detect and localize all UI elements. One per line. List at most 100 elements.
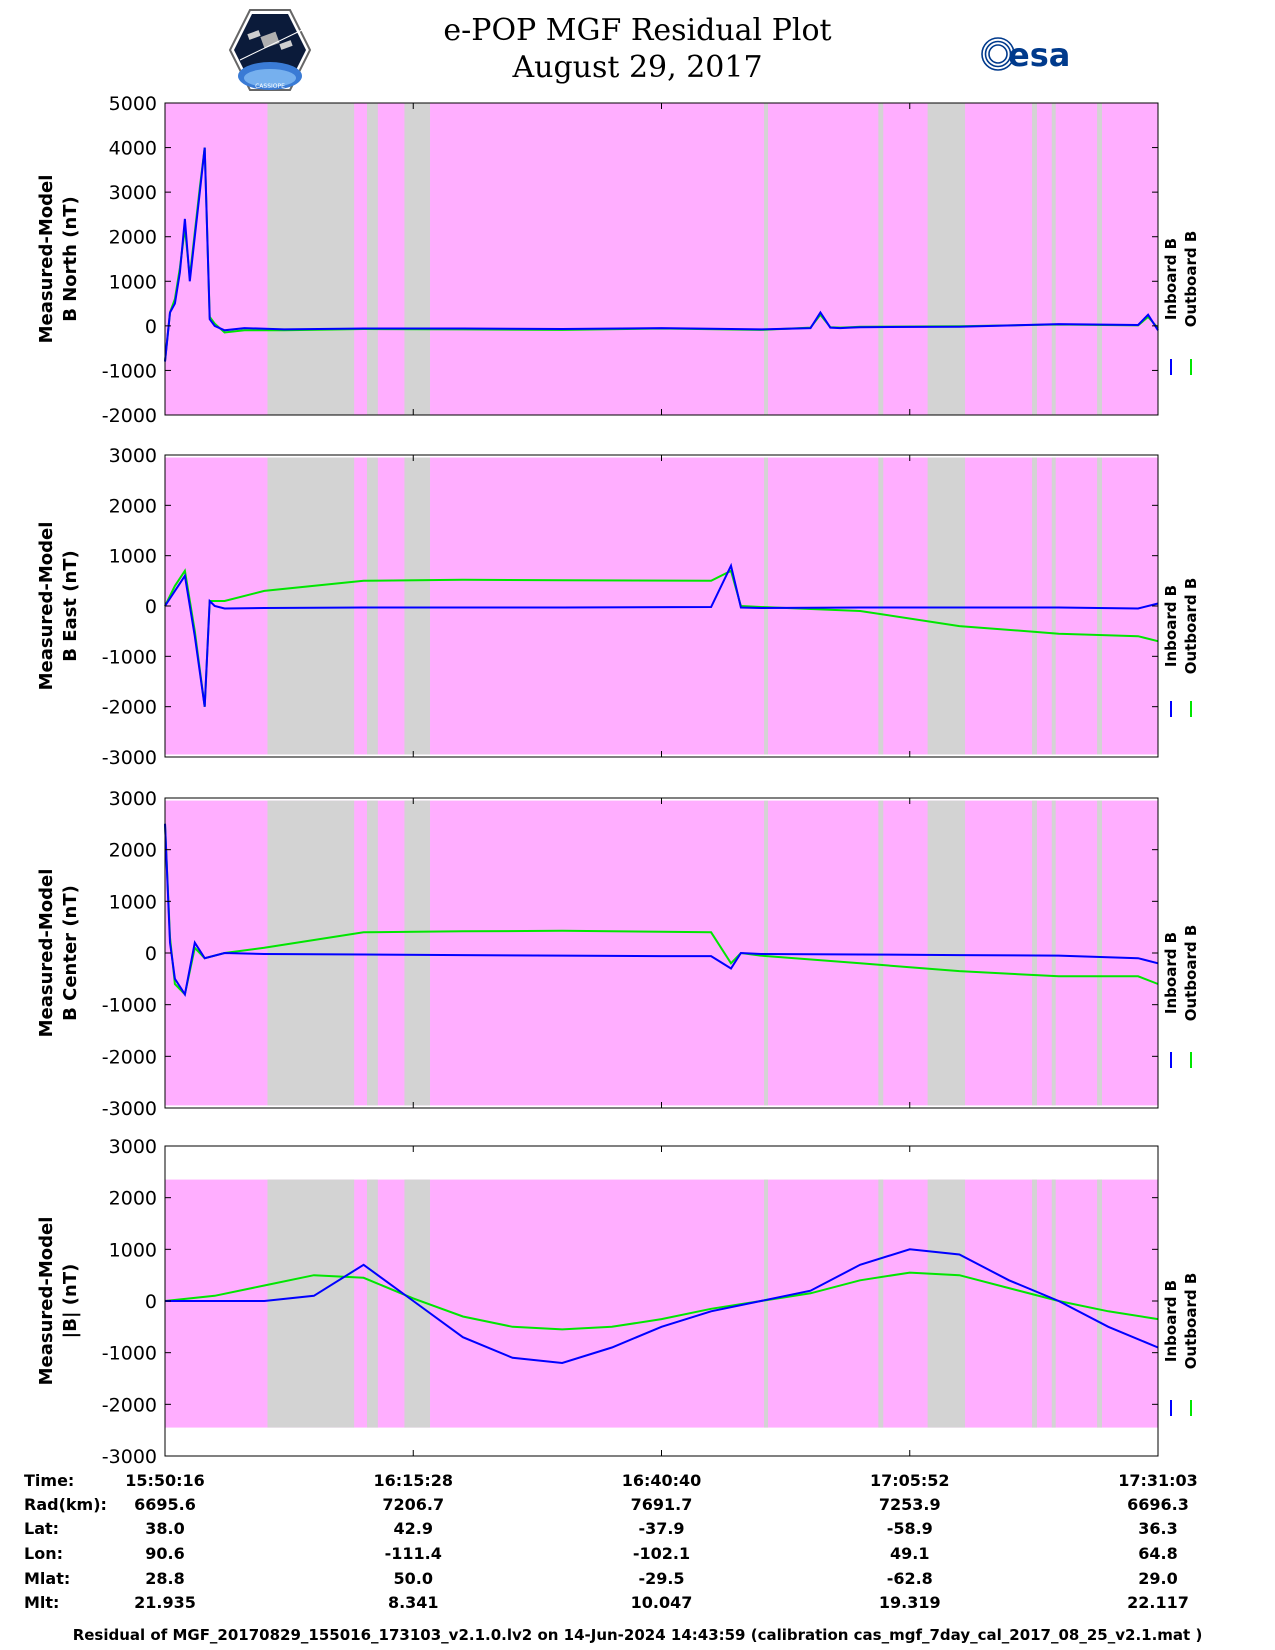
- data-gap-region: [404, 457, 431, 755]
- y-tick-label: -1000: [102, 360, 157, 382]
- data-gap-region: [366, 457, 378, 755]
- y-tick-label: 0: [145, 1291, 157, 1313]
- inboard-b-series: [165, 1248, 1159, 1365]
- ephemeris-value: 49.1: [890, 1544, 929, 1563]
- data-gap-region: [764, 800, 768, 1106]
- ephemeris-value: 29.0: [1138, 1569, 1177, 1588]
- data-gap-region: [267, 1179, 355, 1428]
- cassiope-logo-text: CASSIOPE: [255, 83, 285, 90]
- title-line-1: e-POP MGF Residual Plot: [443, 13, 832, 48]
- data-gap-region: [1097, 800, 1103, 1106]
- ephemeris-value: 6696.3: [1127, 1495, 1189, 1514]
- ephemeris-value: -102.1: [633, 1544, 690, 1563]
- data-gap-region: [1051, 457, 1056, 755]
- cassiope-logo: CASSIOPE: [228, 9, 312, 91]
- y-tick-label: 1000: [109, 891, 157, 913]
- y-axis-label-line-1: Measured-Model: [36, 522, 57, 691]
- data-gap-region: [927, 457, 966, 755]
- ephemeris-value: -62.8: [887, 1569, 933, 1588]
- ephemeris-value: 42.9: [394, 1519, 433, 1538]
- data-gap-region: [1032, 1179, 1037, 1428]
- legend-outboard-label: Outboard B: [1182, 925, 1200, 1022]
- y-tick-label: 3000: [109, 182, 157, 204]
- data-gap-region: [1051, 800, 1056, 1106]
- y-tick-label: -2000: [102, 405, 157, 427]
- y-axis-label-line-1: Measured-Model: [36, 869, 57, 1038]
- y-tick-label: -2000: [102, 1046, 157, 1068]
- ephemeris-value: 28.8: [145, 1569, 184, 1588]
- y-axis-label-line-2: B Center (nT): [60, 885, 81, 1021]
- esa-logo: esa: [981, 36, 1070, 74]
- data-gap-region: [1032, 800, 1037, 1106]
- inboard-b-series: [164, 147, 1159, 362]
- ephemeris-value: -37.9: [638, 1519, 684, 1538]
- y-tick-label: 0: [145, 596, 157, 618]
- ephemeris-value: -111.4: [385, 1544, 442, 1563]
- data-gap-region: [764, 1179, 768, 1428]
- y-tick-label: 0: [145, 316, 157, 338]
- legend-inboard-label: Inboard B: [1162, 238, 1180, 320]
- y-tick-label: 3000: [109, 445, 157, 467]
- ephemeris-value: 36.3: [1138, 1519, 1177, 1538]
- y-axis-label-line-2: |B| (nT): [60, 1264, 81, 1339]
- y-tick-label: 1000: [109, 1239, 157, 1261]
- ephemeris-value: 16:15:28: [373, 1471, 453, 1490]
- legend-inboard-label: Inboard B: [1162, 1280, 1180, 1362]
- data-gap-region: [1097, 1179, 1103, 1428]
- ephemeris-row-label: Mlat:: [24, 1569, 70, 1588]
- y-tick-label: 3000: [109, 788, 157, 810]
- data-gap-region: [366, 800, 378, 1106]
- y-axis-label-line-1: Measured-Model: [36, 1217, 57, 1386]
- data-gap-region: [404, 103, 431, 415]
- y-tick-label: 1000: [109, 546, 157, 568]
- ephemeris-value: 21.935: [134, 1593, 196, 1612]
- y-tick-label: 4000: [109, 138, 157, 160]
- data-gap-region: [1097, 457, 1103, 755]
- data-gap-region: [267, 103, 355, 415]
- inboard-b-series: [164, 823, 1159, 997]
- ephemeris-value: 10.047: [631, 1593, 693, 1612]
- data-gap-region: [764, 457, 768, 755]
- data-gap-region: [1032, 457, 1037, 755]
- y-tick-label: -3000: [102, 747, 157, 769]
- y-tick-label: 5000: [109, 93, 157, 115]
- y-tick-label: -1000: [102, 646, 157, 668]
- plot-title: e-POP MGF Residual Plot August 29, 2017: [0, 12, 1275, 86]
- ephemeris-row-label: Lon:: [24, 1544, 63, 1563]
- legend-outboard-label: Outboard B: [1182, 578, 1200, 675]
- data-gap-region: [927, 800, 966, 1106]
- ephemeris-value: 8.341: [388, 1593, 439, 1612]
- data-gap-region: [404, 800, 431, 1106]
- data-gap-region: [267, 800, 355, 1106]
- ephemeris-value: -29.5: [638, 1569, 684, 1588]
- data-gap-region: [878, 457, 884, 755]
- inboard-b-series: [164, 562, 1159, 707]
- legend-outboard-label: Outboard B: [1182, 1273, 1200, 1370]
- data-gap-region: [267, 457, 355, 755]
- data-gap-region: [1097, 103, 1103, 415]
- ephemeris-value: 7691.7: [631, 1495, 693, 1514]
- title-line-2: August 29, 2017: [512, 50, 763, 85]
- ephemeris-value: -58.9: [887, 1519, 933, 1538]
- ephemeris-value: 50.0: [394, 1569, 433, 1588]
- data-gap-region: [1051, 103, 1056, 415]
- esa-logo-text: esa: [1008, 36, 1070, 74]
- data-gap-region: [1051, 1179, 1056, 1428]
- ephemeris-value: 19.319: [879, 1593, 941, 1612]
- ephemeris-value: 17:05:52: [870, 1471, 950, 1490]
- y-tick-label: -3000: [102, 1446, 157, 1468]
- data-gap-region: [366, 103, 378, 415]
- legend-inboard-label: Inboard B: [1162, 932, 1180, 1014]
- data-gap-region: [366, 1179, 378, 1428]
- data-gap-region: [1032, 103, 1037, 415]
- ephemeris-value: 64.8: [1138, 1544, 1177, 1563]
- ephemeris-value: 16:40:40: [622, 1471, 702, 1490]
- ephemeris-value: 7253.9: [879, 1495, 941, 1514]
- esa-swirl-icon: [981, 37, 1015, 71]
- legend-outboard-label: Outboard B: [1182, 231, 1200, 328]
- ephemeris-row-label: Lat:: [24, 1519, 59, 1538]
- data-gap-region: [878, 103, 884, 415]
- y-tick-label: 2000: [109, 840, 157, 862]
- ephemeris-value: 38.0: [145, 1519, 184, 1538]
- y-tick-label: 2000: [109, 1188, 157, 1210]
